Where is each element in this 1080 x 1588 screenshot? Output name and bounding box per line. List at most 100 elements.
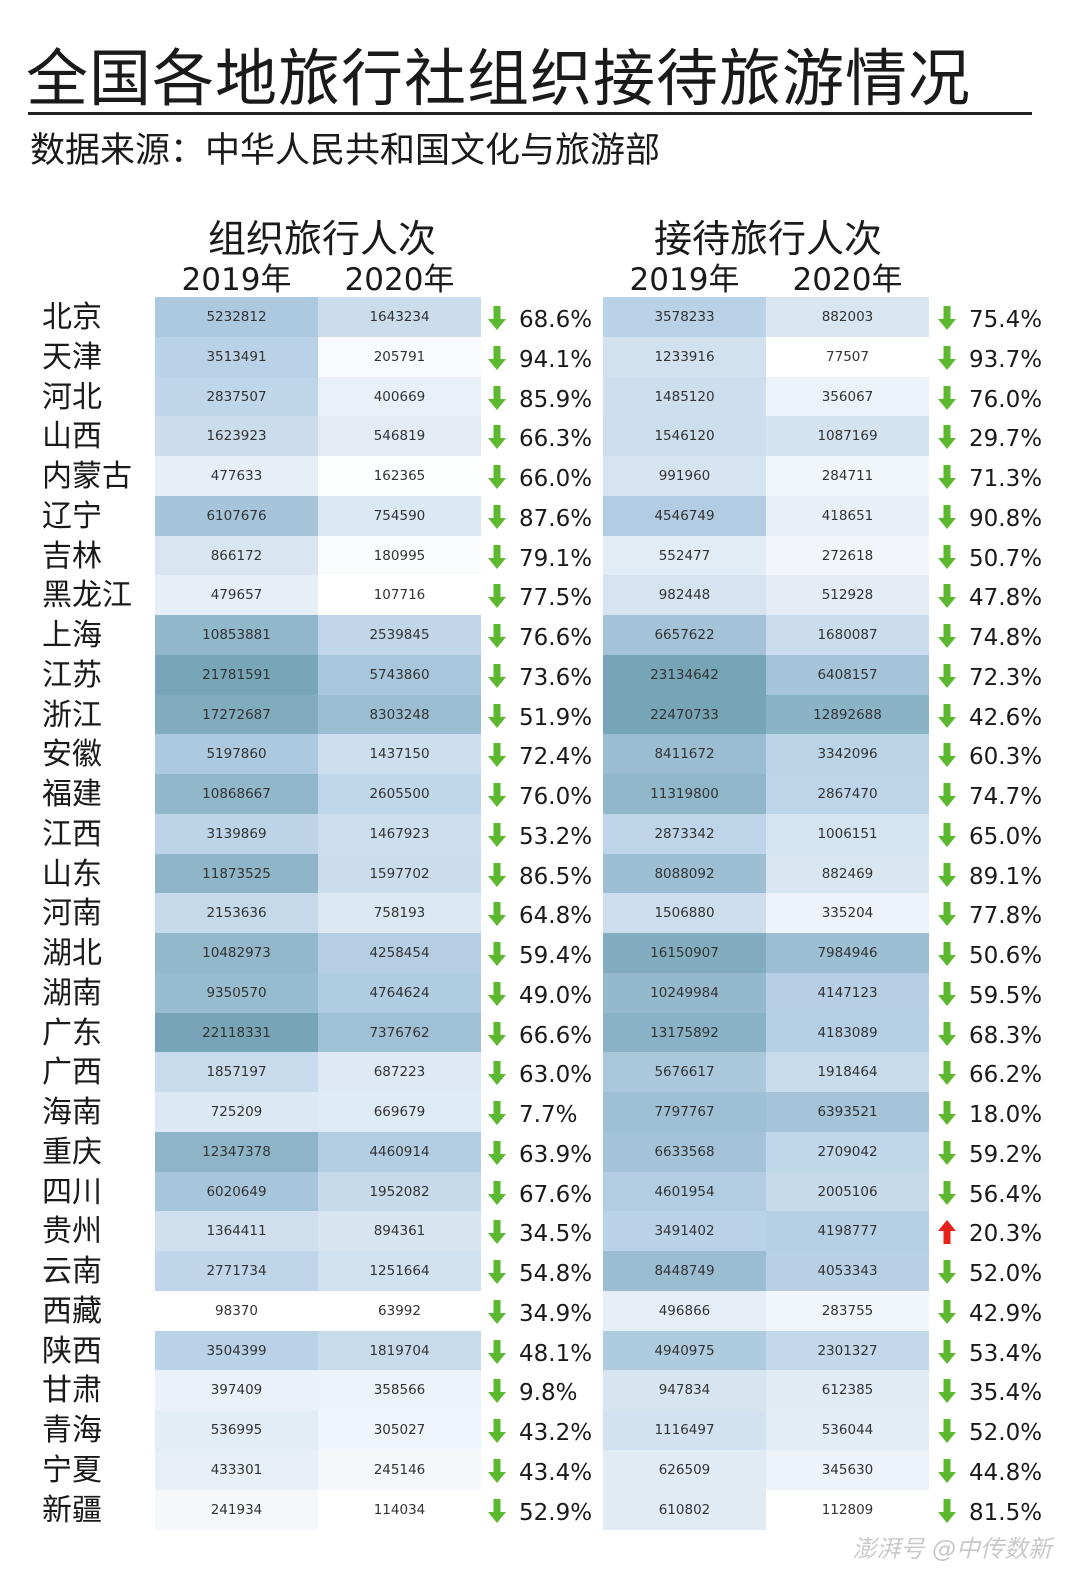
change-percent-received: 89.1% bbox=[969, 863, 1043, 890]
down-arrow-icon bbox=[488, 981, 506, 1006]
down-arrow-icon bbox=[938, 981, 956, 1006]
province-label: 江苏 bbox=[42, 657, 102, 693]
change-percent-received: 68.3% bbox=[969, 1022, 1043, 1049]
table-row: 山西 1623923 546819 1546120 1087169 66.3% 29.7% bbox=[0, 416, 1080, 457]
value-cell-rec2019: 1506880 bbox=[603, 893, 766, 934]
value-cell-rec2019: 1485120 bbox=[603, 376, 766, 417]
value-cell-org2019: 6107676 bbox=[155, 495, 318, 536]
down-arrow-icon bbox=[938, 822, 956, 847]
table-row: 山东 11873525 1597702 8088092 882469 86.5% 89.1% bbox=[0, 853, 1080, 894]
down-arrow-icon bbox=[938, 1180, 956, 1205]
value-cell-org2019: 1364411 bbox=[155, 1211, 318, 1252]
change-percent-organized: 9.8% bbox=[519, 1380, 578, 1407]
down-arrow-icon bbox=[938, 1419, 956, 1443]
value-cell-rec2020: 356067 bbox=[766, 376, 929, 417]
value-cell-rec2020: 284711 bbox=[766, 456, 929, 496]
change-percent-organized: 87.6% bbox=[519, 505, 593, 532]
value-cell-rec2020: 77507 bbox=[766, 336, 929, 377]
value-cell-rec2020: 612385 bbox=[766, 1370, 929, 1411]
value-cell-rec2019: 5676617 bbox=[603, 1052, 766, 1093]
change-percent-received: 44.8% bbox=[969, 1459, 1043, 1486]
province-label: 新疆 bbox=[42, 1492, 102, 1528]
value-cell-rec2020: 536044 bbox=[766, 1410, 929, 1450]
watermark: 澎湃号 @中传数新 bbox=[852, 1535, 1052, 1563]
down-arrow-icon bbox=[488, 663, 506, 688]
province-label: 贵州 bbox=[42, 1214, 102, 1250]
down-arrow-icon bbox=[488, 465, 506, 489]
down-arrow-icon bbox=[488, 1021, 506, 1046]
value-cell-org2020: 8303248 bbox=[318, 694, 481, 735]
province-label: 黑龙江 bbox=[42, 578, 132, 614]
down-arrow-icon bbox=[938, 624, 956, 648]
value-cell-rec2020: 418651 bbox=[766, 495, 929, 536]
value-cell-org2020: 1819704 bbox=[318, 1330, 481, 1371]
down-arrow-icon bbox=[938, 1379, 956, 1404]
value-cell-org2019: 1857197 bbox=[155, 1052, 318, 1093]
value-cell-org2020: 1437150 bbox=[318, 734, 481, 775]
down-arrow-icon bbox=[488, 783, 506, 807]
value-cell-org2019: 2153636 bbox=[155, 893, 318, 934]
change-percent-organized: 43.4% bbox=[519, 1459, 593, 1486]
value-cell-org2020: 205791 bbox=[318, 336, 481, 377]
year-header: 2020年 bbox=[344, 262, 455, 298]
province-label: 广东 bbox=[42, 1015, 102, 1051]
change-percent-received: 66.2% bbox=[969, 1062, 1043, 1089]
change-percent-received: 93.7% bbox=[969, 346, 1043, 373]
change-percent-received: 65.0% bbox=[969, 823, 1043, 850]
table-row: 江西 3139869 1467923 2873342 1006151 53.2% 65.0% bbox=[0, 813, 1080, 854]
change-percent-received: 20.3% bbox=[969, 1221, 1043, 1248]
province-label: 湖北 bbox=[42, 936, 102, 971]
value-cell-rec2019: 11319800 bbox=[603, 774, 766, 814]
table-row: 河北 2837507 400669 1485120 356067 85.9% 76.0% bbox=[0, 376, 1080, 417]
table-row: 湖北 10482973 4258454 16150907 7984946 59.4% 50.… bbox=[0, 933, 1080, 973]
change-percent-organized: 67.6% bbox=[519, 1181, 593, 1208]
province-label: 重庆 bbox=[42, 1134, 102, 1170]
table-row: 广东 22118331 7376762 13175892 4183089 66.6% 68.… bbox=[0, 1012, 1080, 1053]
down-arrow-icon bbox=[938, 504, 956, 529]
table-row: 甘肃 397409 358566 947834 612385 9.8% 35.4% bbox=[0, 1370, 1080, 1411]
value-cell-rec2020: 1918464 bbox=[766, 1052, 929, 1093]
value-cell-org2020: 1467923 bbox=[318, 813, 481, 854]
province-label: 上海 bbox=[42, 618, 102, 653]
value-cell-org2020: 1251664 bbox=[318, 1251, 481, 1291]
section-header-received: 接待旅行人次 bbox=[653, 217, 882, 261]
value-cell-rec2020: 3342096 bbox=[766, 734, 929, 775]
value-cell-rec2019: 8088092 bbox=[603, 853, 766, 894]
change-percent-organized: 85.9% bbox=[519, 386, 593, 413]
value-cell-org2019: 3513491 bbox=[155, 336, 318, 377]
change-percent-received: 52.0% bbox=[969, 1420, 1043, 1446]
table-row: 宁夏 433301 245146 626509 345630 43.4% 44.8% bbox=[0, 1449, 1080, 1490]
down-arrow-icon bbox=[938, 703, 956, 728]
table-row: 重庆 12347378 4460914 6633568 2709042 63.9% 59.2… bbox=[0, 1131, 1080, 1172]
value-cell-org2020: 2605500 bbox=[318, 774, 481, 814]
value-cell-rec2020: 4198777 bbox=[766, 1211, 929, 1252]
change-percent-received: 75.4% bbox=[969, 307, 1043, 333]
down-arrow-icon bbox=[488, 584, 506, 609]
province-label: 陕西 bbox=[42, 1333, 102, 1369]
value-cell-rec2019: 991960 bbox=[603, 456, 766, 496]
value-cell-rec2020: 2301327 bbox=[766, 1330, 929, 1371]
table-row: 新疆 241934 114034 610802 112809 52.9% 81.5% bbox=[0, 1489, 1080, 1530]
down-arrow-icon bbox=[488, 1220, 506, 1245]
value-cell-rec2019: 982448 bbox=[603, 575, 766, 616]
value-cell-rec2019: 3491402 bbox=[603, 1211, 766, 1252]
change-percent-organized: 68.6% bbox=[519, 307, 593, 333]
value-cell-rec2019: 2873342 bbox=[603, 813, 766, 854]
value-cell-org2019: 866172 bbox=[155, 535, 318, 576]
value-cell-org2019: 17272687 bbox=[155, 694, 318, 735]
down-arrow-icon bbox=[938, 663, 956, 688]
value-cell-rec2020: 6408157 bbox=[766, 654, 929, 695]
province-label: 山东 bbox=[42, 856, 102, 892]
value-cell-org2019: 479657 bbox=[155, 575, 318, 616]
down-arrow-icon bbox=[488, 1339, 506, 1364]
table-row: 广西 1857197 687223 5676617 1918464 63.0% 66.2% bbox=[0, 1052, 1080, 1093]
value-cell-org2019: 5232812 bbox=[155, 297, 318, 337]
value-cell-org2020: 1643234 bbox=[318, 297, 481, 337]
province-label: 内蒙古 bbox=[42, 459, 132, 494]
table-row: 天津 3513491 205791 1233916 77507 94.1% 93.7% bbox=[0, 336, 1080, 377]
change-percent-received: 59.2% bbox=[969, 1141, 1043, 1168]
value-cell-org2020: 107716 bbox=[318, 575, 481, 616]
province-label: 甘肃 bbox=[42, 1373, 102, 1409]
down-arrow-icon bbox=[488, 1101, 506, 1125]
change-percent-organized: 49.0% bbox=[519, 982, 593, 1009]
